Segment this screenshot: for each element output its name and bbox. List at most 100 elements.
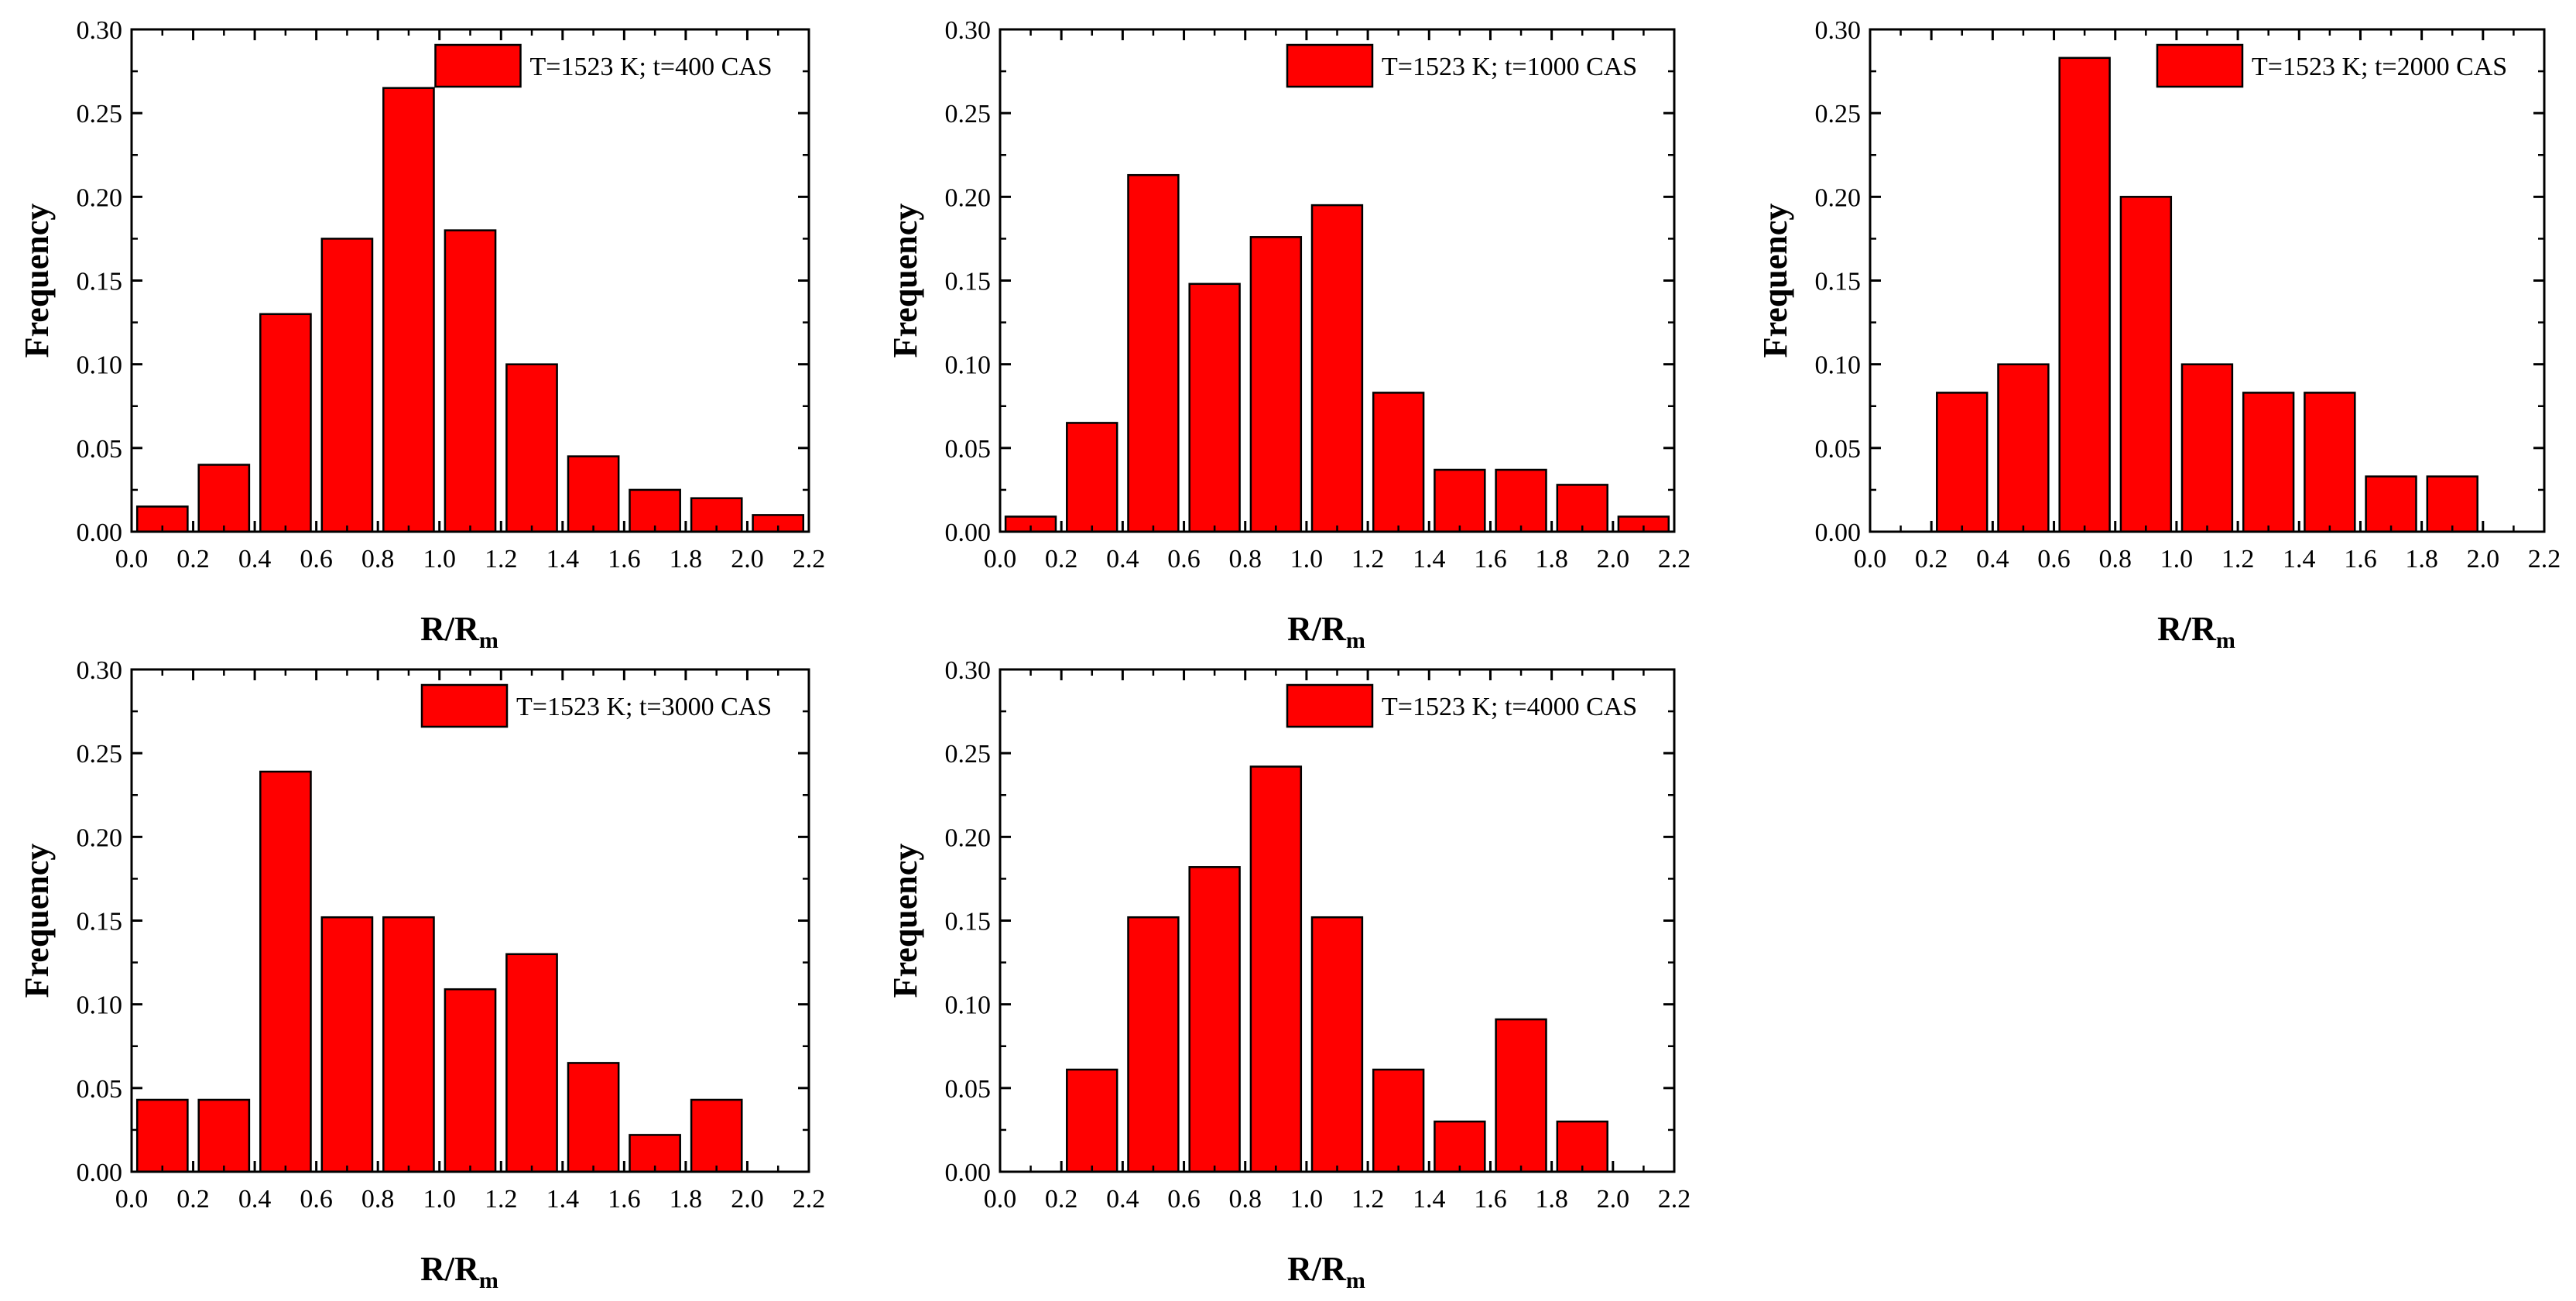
x-tick-label: 0.0 [115,545,149,573]
x-tick-label: 0.4 [1976,545,2009,573]
y-tick-label: 0.10 [77,351,123,380]
x-tick-label: 1.2 [485,545,518,573]
bar [320,916,374,1173]
bar [690,1098,743,1173]
x-tick-label: 1.8 [670,545,703,573]
bar [1495,468,1547,533]
y-tick-label: 0.10 [945,351,992,380]
x-tick-label: 2.0 [731,545,764,573]
x-tick-label: 2.2 [793,545,826,573]
legend-swatch [434,43,522,88]
bar [1434,1120,1486,1173]
bar [1372,1068,1425,1173]
x-tick-label: 1.4 [2283,545,2316,573]
y-tick-label: 0.25 [1815,100,1862,128]
y-tick-label: 0.30 [945,656,992,685]
bar [1188,282,1241,533]
y-axis-label: Frequency [886,844,924,998]
chart-panel-2: 0.0 0.2 0.4 0.6 0.8 1.0 1.2 1.4 1.6 1.8 2.0 2.2 0.00… [886,16,1690,653]
y-tick-label: 0.05 [77,1075,123,1104]
x-tick-label: 2.0 [1597,1185,1630,1214]
x-tick-label: 0.0 [984,1185,1017,1214]
x-axis-label: R/Rm [1287,610,1365,653]
x-axis-label: R/Rm [420,610,498,653]
legend-label: T=1523 K; t=3000 CAS [516,693,772,721]
x-tick-label: 0.2 [1045,1185,1078,1214]
bar [1936,392,1989,533]
x-tick-label: 1.0 [423,545,456,573]
x-tick-label: 1.6 [2344,545,2377,573]
bar [1495,1018,1547,1173]
bar [444,229,497,533]
legend-label: T=1523 K; t=400 CAS [530,53,772,81]
y-tick-label: 0.25 [77,740,123,769]
x-tick-label: 0.0 [1854,545,1887,573]
y-axis-label: Frequency [18,204,56,358]
y-tick-label: 0.30 [77,16,123,45]
legend-swatch [420,683,509,728]
y-tick-label: 0.00 [1815,519,1862,547]
bar [320,238,374,533]
y-tick-label: 0.15 [1815,268,1862,296]
y-axis-label: Frequency [886,204,924,358]
bar [382,916,435,1173]
x-tick-label: 0.2 [1915,545,1948,573]
x-axis-label: R/Rm [2157,610,2235,653]
x-tick-label: 1.4 [546,1185,580,1214]
bar [2119,196,2173,533]
x-tick-label: 0.8 [1228,545,1262,573]
y-tick-label: 0.30 [1815,16,1862,45]
x-tick-label: 1.4 [1413,545,1446,573]
bar [444,988,497,1173]
bar [1249,765,1303,1173]
x-tick-label: 0.8 [2098,545,2132,573]
y-tick-label: 0.15 [77,268,123,296]
x-tick-label: 1.2 [485,1185,518,1214]
x-tick-label: 1.6 [1474,545,1507,573]
y-tick-label: 0.15 [945,908,992,936]
y-tick-label: 0.05 [1815,435,1862,464]
bar [1556,1120,1608,1173]
bar [2304,392,2356,533]
x-tick-label: 0.6 [2037,545,2071,573]
x-tick-label: 1.6 [1474,1185,1507,1214]
y-tick-label: 0.25 [77,100,123,128]
x-tick-label: 2.2 [1658,545,1691,573]
bar [1066,1068,1118,1173]
x-tick-label: 1.8 [670,1185,703,1214]
bar [259,313,312,533]
y-tick-label: 0.15 [77,908,123,936]
y-tick-label: 0.20 [1815,183,1862,212]
legend-label: T=1523 K; t=4000 CAS [1382,693,1637,721]
bar [2426,475,2478,533]
x-tick-label: 1.8 [2405,545,2438,573]
x-tick-label: 1.2 [1351,545,1385,573]
y-tick-label: 0.15 [945,268,992,296]
y-tick-label: 0.20 [945,823,992,852]
legend-label: T=1523 K; t=2000 CAS [2252,53,2507,81]
x-tick-label: 0.8 [361,1185,395,1214]
x-tick-label: 2.0 [2467,545,2500,573]
x-tick-label: 1.6 [608,1185,641,1214]
y-axis-label: Frequency [18,844,56,998]
y-tick-label: 0.20 [77,823,123,852]
x-tick-label: 0.0 [984,545,1017,573]
bar [2058,56,2111,533]
y-tick-label: 0.25 [945,740,992,769]
chart-panel-1: 0.0 0.2 0.4 0.6 0.8 1.0 1.2 1.4 1.6 1.8 2.0 2.2 0.00… [18,16,825,653]
y-tick-label: 0.10 [945,991,992,1020]
x-tick-label: 0.4 [238,545,272,573]
x-tick-label: 1.6 [608,545,641,573]
bar [567,1062,620,1173]
y-tick-label: 0.05 [945,435,992,464]
bar [197,464,251,533]
bar [1188,866,1241,1173]
legend-swatch [2156,43,2244,88]
x-tick-label: 0.8 [361,545,395,573]
legend-swatch [1286,683,1374,728]
bar [629,488,681,533]
bar [1127,916,1180,1173]
x-tick-label: 0.2 [176,1185,210,1214]
x-tick-label: 2.2 [2528,545,2561,573]
x-tick-label: 1.0 [1290,545,1324,573]
